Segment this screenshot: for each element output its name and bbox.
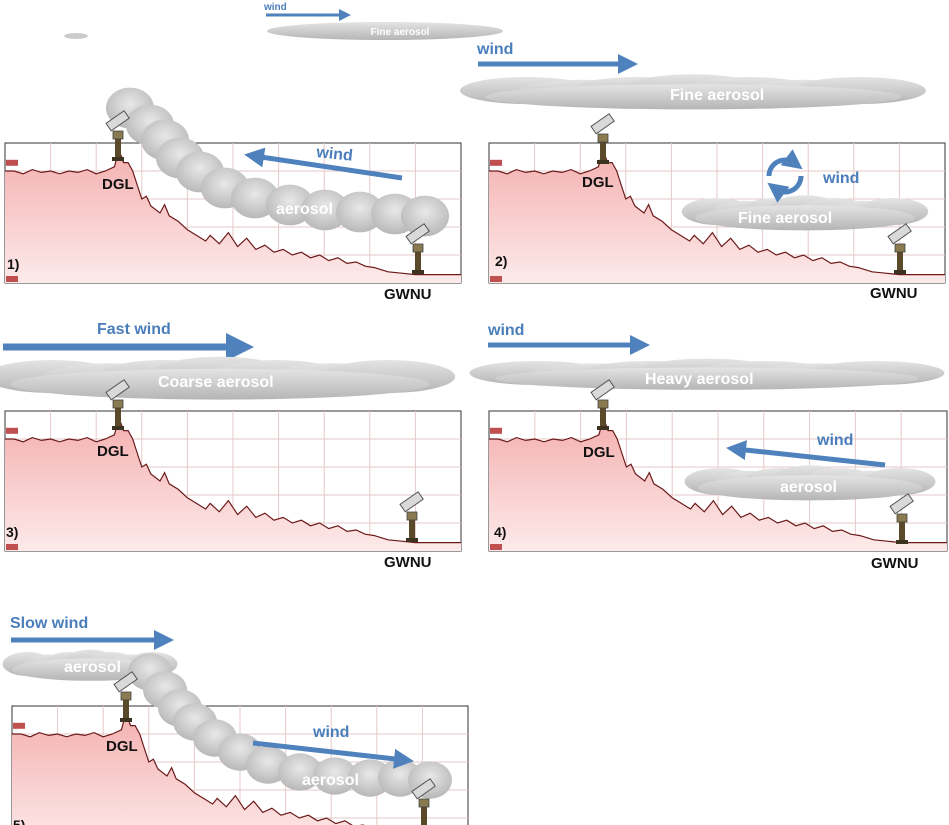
circular-arrows-icon <box>766 149 804 203</box>
lidar-icon <box>405 223 430 274</box>
panel-3 <box>0 333 462 552</box>
station-label-dgl: DGL <box>583 444 615 461</box>
panel-number: 1) <box>7 256 19 272</box>
inner-wind-label: wind <box>315 144 354 165</box>
cloud-icon <box>0 356 456 400</box>
terrain-area <box>5 150 461 283</box>
terrain-profile-line <box>489 148 945 276</box>
top-cloud-label: Coarse aerosol <box>158 374 274 391</box>
axis-marker <box>490 159 502 166</box>
lidar-icon <box>105 379 130 430</box>
panel-2 <box>460 54 946 284</box>
inner-wind-label: wind <box>816 432 853 449</box>
panel-number: 4) <box>494 524 506 540</box>
terrain-area <box>489 150 945 283</box>
cloud-icon <box>128 653 452 799</box>
inner-cloud-label: aerosol <box>276 201 333 218</box>
axis-marker <box>6 276 18 282</box>
inner-cloud-label: aerosol <box>302 772 359 789</box>
panel-number: 3) <box>6 524 18 540</box>
station-label-gwnu: GWNU <box>871 555 919 572</box>
lidar-icon <box>889 493 914 544</box>
lidar-icon <box>399 491 424 542</box>
arrow-icon <box>252 740 414 769</box>
axis-marker <box>13 722 25 729</box>
terrain-area <box>489 418 947 551</box>
lidar-icon <box>590 113 615 164</box>
terrain-profile-line <box>5 148 461 276</box>
inner-cloud-label: aerosol <box>780 479 837 496</box>
header-wind-label: wind <box>263 2 287 13</box>
panel-number: 2) <box>495 253 507 269</box>
inner-wind-label: wind <box>312 724 349 741</box>
axis-marker <box>490 276 502 282</box>
station-label-dgl: DGL <box>97 443 129 460</box>
cloud-icon <box>681 195 929 231</box>
panel-5 <box>2 630 469 825</box>
arrow-icon <box>726 440 886 468</box>
axis-marker <box>6 159 18 166</box>
terrain-profile-line <box>12 711 365 825</box>
terrain-profile-line <box>5 416 461 544</box>
station-label-gwnu: GWNU <box>384 286 432 303</box>
lidar-icon <box>113 671 138 722</box>
top-wind-label: wind <box>476 41 513 58</box>
lidar-icon <box>590 379 615 430</box>
header-cloud-label: Fine aerosol <box>371 27 430 38</box>
lidar-icon <box>105 110 130 161</box>
cloud-icon <box>460 74 926 110</box>
arrow-icon <box>244 147 403 181</box>
terrain-area <box>12 713 364 825</box>
cloud-icon <box>267 22 503 40</box>
axis-marker <box>6 544 18 550</box>
lidar-icon <box>887 223 912 274</box>
cloud-icon <box>684 465 936 501</box>
lidar-icon <box>411 778 436 825</box>
axis-marker <box>490 544 502 550</box>
cloud-icon <box>469 358 945 390</box>
panel-1 <box>4 87 462 284</box>
terrain-area <box>5 418 461 551</box>
top-cloud-label: Heavy aerosol <box>645 371 754 388</box>
inner-cloud-label: Fine aerosol <box>738 210 832 227</box>
panel-4 <box>469 335 948 552</box>
top-cloud-label: aerosol <box>64 659 121 676</box>
station-label-dgl: DGL <box>102 176 134 193</box>
station-label-dgl: DGL <box>106 738 138 755</box>
inner-wind-label: wind <box>822 170 859 187</box>
top-cloud-label: Fine aerosol <box>670 87 764 104</box>
station-label-gwnu: GWNU <box>384 554 432 571</box>
header-strip: wind Fine aerosol <box>64 2 503 40</box>
top-wind-label: wind <box>487 322 524 339</box>
axis-marker <box>490 427 502 434</box>
cloud-icon <box>64 33 88 39</box>
top-wind-label: Fast wind <box>97 321 171 338</box>
panel-number: 5) <box>13 817 25 825</box>
station-label-dgl: DGL <box>582 174 614 191</box>
terrain-profile-line <box>489 416 947 544</box>
station-label-gwnu: GWNU <box>870 285 918 302</box>
top-wind-label: Slow wind <box>10 615 88 632</box>
axis-marker <box>6 427 18 434</box>
